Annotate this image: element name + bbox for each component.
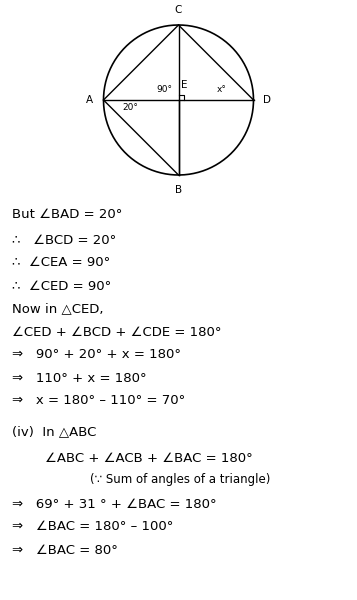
Text: (iv)  In △ABC: (iv) In △ABC — [12, 425, 96, 439]
Text: ∴  ∠CEA = 90°: ∴ ∠CEA = 90° — [12, 257, 110, 269]
Text: 90°: 90° — [156, 85, 172, 94]
Text: C: C — [175, 5, 182, 15]
Text: x°: x° — [217, 85, 226, 94]
Text: D: D — [263, 95, 272, 105]
Text: But ∠BAD = 20°: But ∠BAD = 20° — [12, 208, 122, 221]
Text: Now in △CED,: Now in △CED, — [12, 302, 104, 316]
Text: ∠CED + ∠BCD + ∠CDE = 180°: ∠CED + ∠BCD + ∠CDE = 180° — [12, 325, 221, 338]
Text: ⇒   x = 180° – 110° = 70°: ⇒ x = 180° – 110° = 70° — [12, 395, 185, 407]
Text: A: A — [86, 95, 94, 105]
Text: ⇒   ∠BAC = 80°: ⇒ ∠BAC = 80° — [12, 544, 118, 557]
Text: (∵ Sum of angles of a triangle): (∵ Sum of angles of a triangle) — [90, 473, 270, 487]
Text: ⇒   90° + 20° + x = 180°: ⇒ 90° + 20° + x = 180° — [12, 349, 181, 361]
Text: ⇒   ∠BAC = 180° – 100°: ⇒ ∠BAC = 180° – 100° — [12, 520, 174, 533]
Text: E: E — [181, 80, 188, 90]
Text: ∴   ∠BCD = 20°: ∴ ∠BCD = 20° — [12, 233, 116, 247]
Text: ⇒   69° + 31 ° + ∠BAC = 180°: ⇒ 69° + 31 ° + ∠BAC = 180° — [12, 497, 217, 511]
Text: B: B — [175, 185, 182, 195]
Text: ∠ABC + ∠ACB + ∠BAC = 180°: ∠ABC + ∠ACB + ∠BAC = 180° — [45, 451, 253, 464]
Text: ⇒   110° + x = 180°: ⇒ 110° + x = 180° — [12, 371, 147, 385]
Text: 20°: 20° — [122, 103, 139, 113]
Text: ∴  ∠CED = 90°: ∴ ∠CED = 90° — [12, 280, 111, 292]
